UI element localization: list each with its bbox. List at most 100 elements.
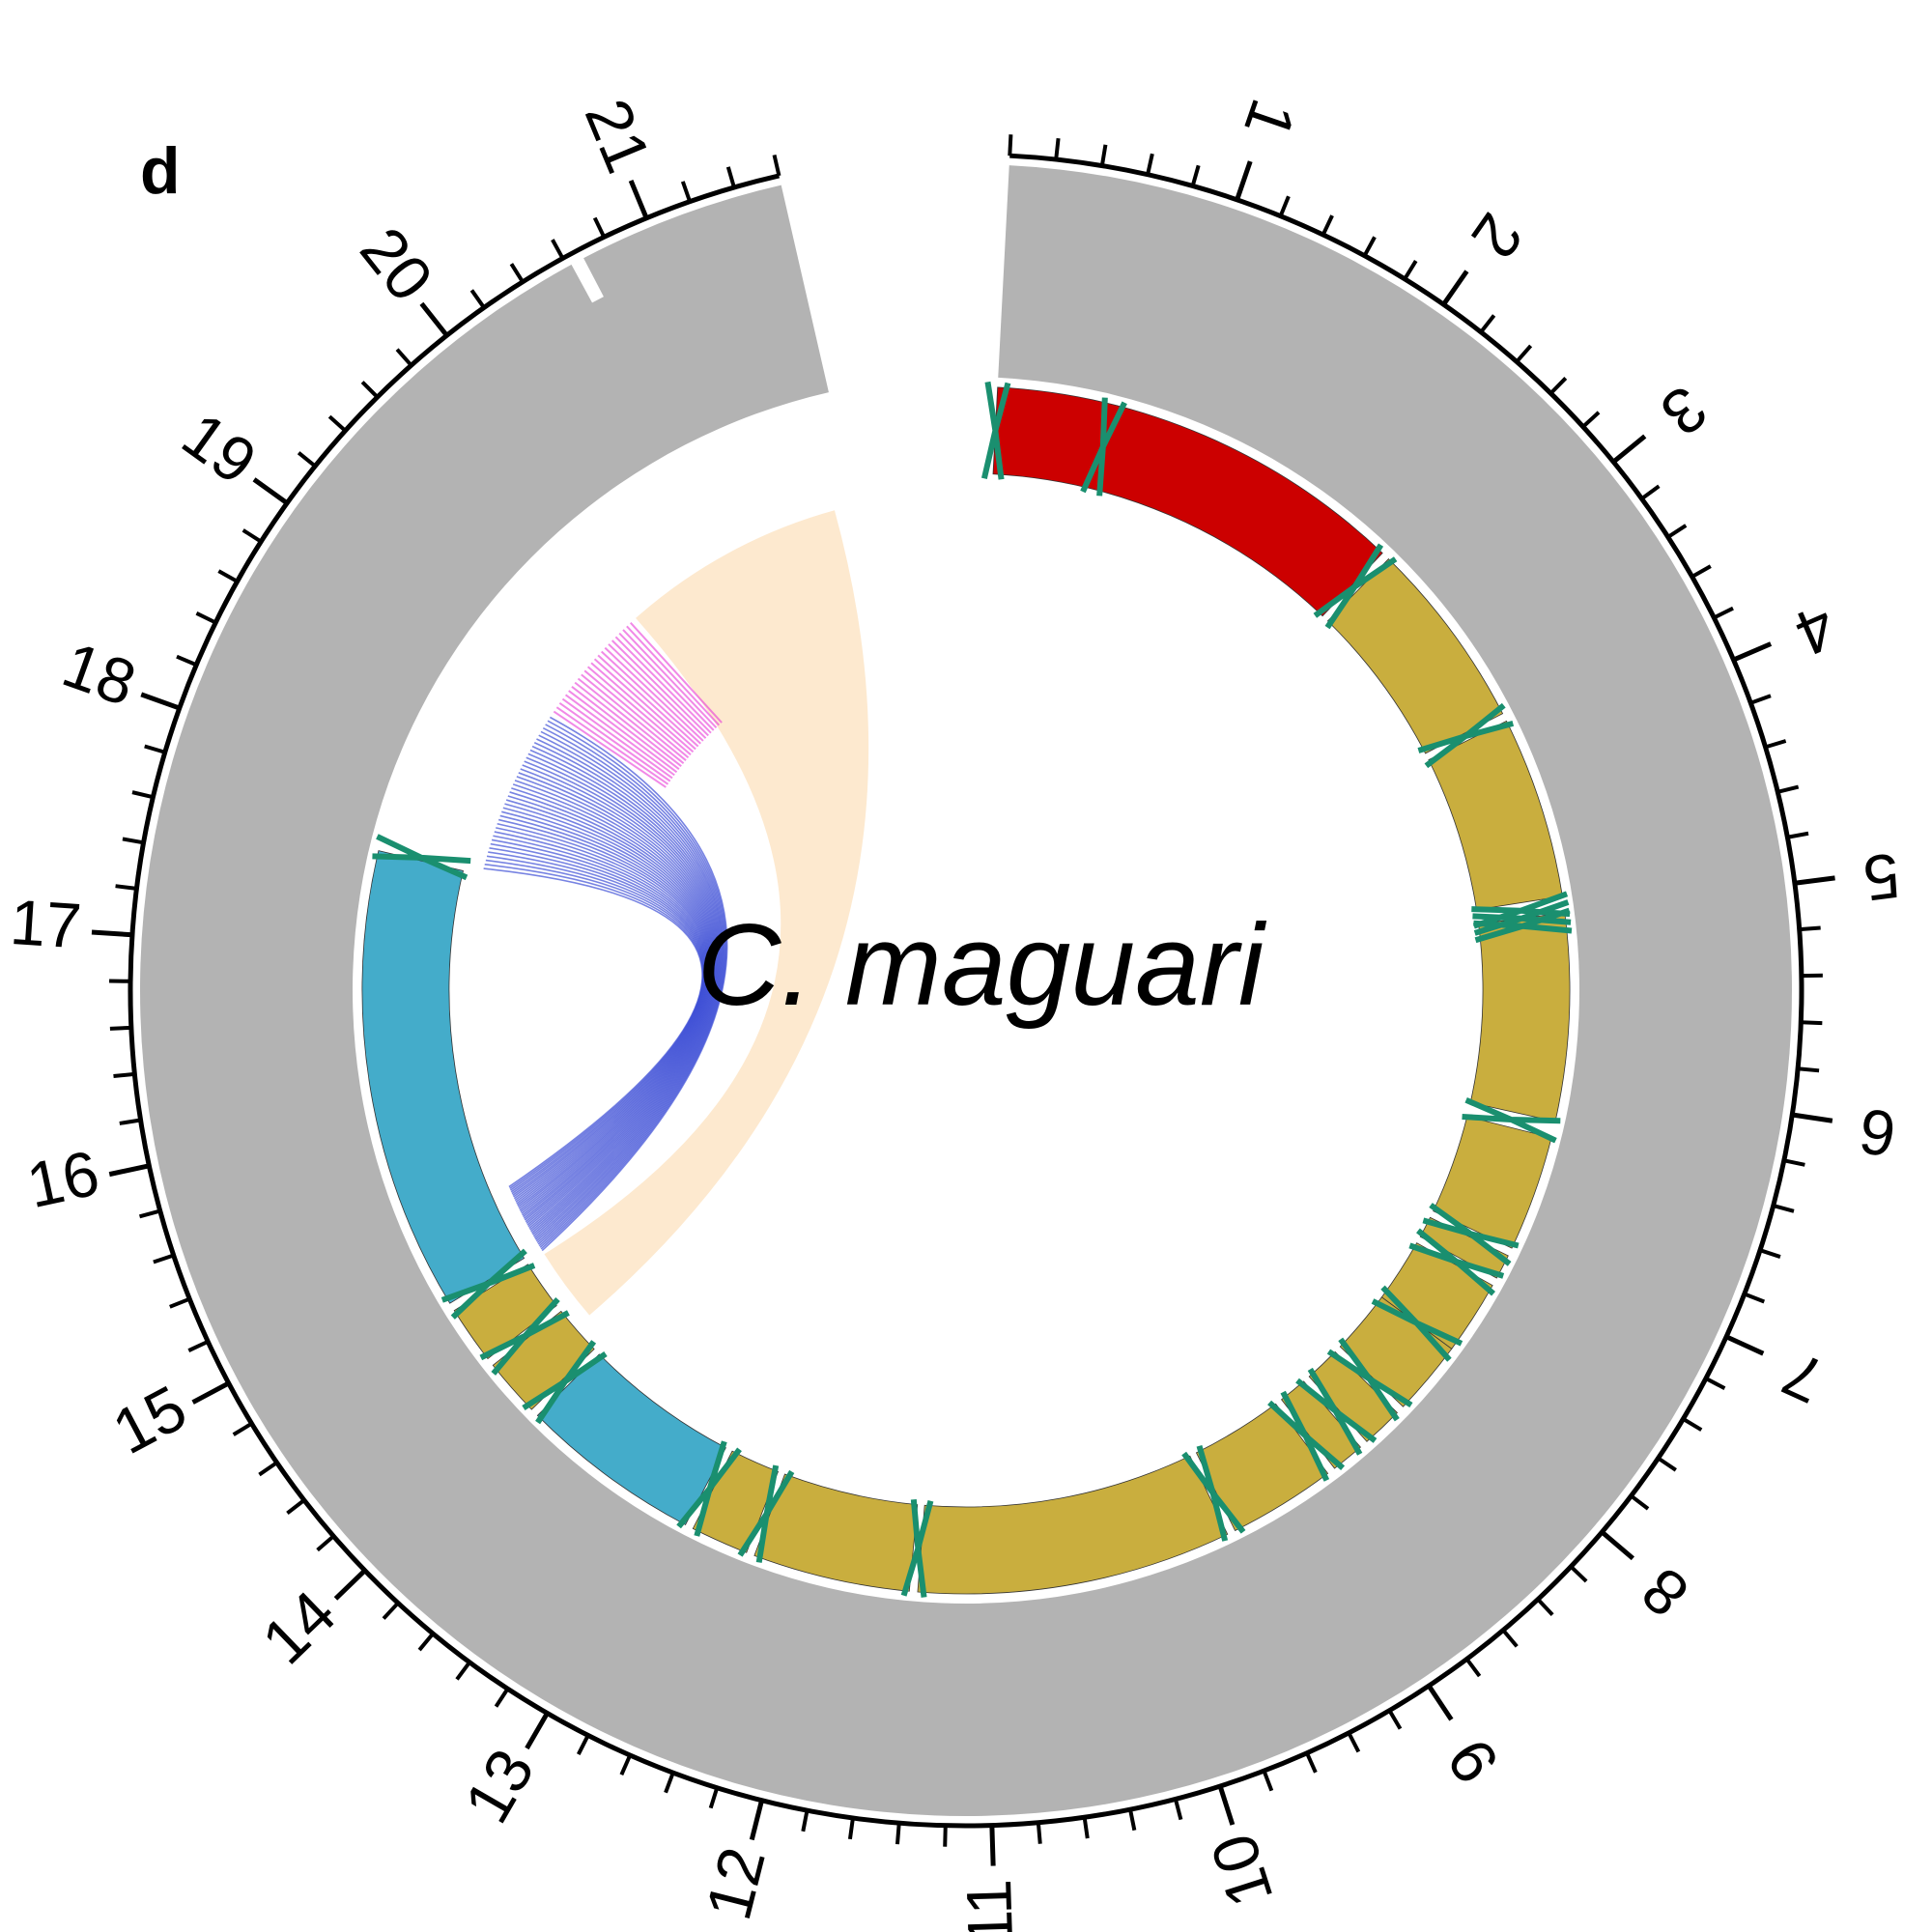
- major-tick: [91, 929, 133, 938]
- tick-label: 15: [101, 1371, 198, 1467]
- minor-tick: [115, 884, 137, 891]
- trna-marker: [1181, 1444, 1246, 1542]
- tick-label: 11: [952, 1878, 1026, 1932]
- tick-label: 5: [1860, 839, 1904, 915]
- panel-letter: d: [140, 134, 181, 208]
- gene-block: [1433, 1116, 1552, 1249]
- trna-marker: [1313, 543, 1398, 630]
- pink-link: [574, 681, 682, 767]
- minor-tick: [138, 1208, 161, 1219]
- pink-link: [555, 706, 669, 785]
- tick-label: 21: [572, 89, 665, 182]
- synteny-peach-ribbon: [544, 510, 869, 1316]
- minor-tick: [1759, 1248, 1781, 1259]
- tick-label: 6: [1855, 1095, 1900, 1172]
- trna-marker: [479, 1297, 570, 1376]
- pink-link: [586, 666, 692, 756]
- minor-tick: [242, 528, 263, 544]
- minor-tick: [943, 1825, 948, 1847]
- synteny-link: [537, 730, 724, 1245]
- minor-tick: [1630, 1493, 1650, 1511]
- minor-tick: [1682, 1417, 1703, 1432]
- pink-link: [611, 639, 709, 737]
- minor-tick: [1479, 314, 1496, 334]
- minor-tick: [109, 1025, 131, 1031]
- gene-block: [1469, 912, 1571, 1122]
- minor-tick: [1581, 411, 1601, 429]
- tick-label: 1: [1231, 91, 1310, 148]
- minor-tick: [395, 348, 413, 367]
- minor-tick: [1666, 524, 1688, 539]
- tick-label: 19: [170, 398, 270, 497]
- minor-tick: [455, 1661, 471, 1681]
- minor-tick: [1536, 1598, 1554, 1617]
- tick-label: 12: [692, 1840, 779, 1926]
- pink-link: [626, 625, 721, 726]
- major-tick: [252, 477, 289, 505]
- minor-tick: [1036, 1822, 1042, 1844]
- synteny-link: [533, 742, 723, 1240]
- minor-tick: [664, 1772, 675, 1794]
- trna-marker: [1295, 1367, 1378, 1456]
- minor-tick: [1690, 564, 1712, 579]
- minor-tick: [469, 289, 486, 309]
- synteny-link: [536, 734, 724, 1244]
- pink-link: [581, 673, 687, 761]
- minor-tick: [1464, 1658, 1482, 1678]
- pink-link: [597, 654, 699, 748]
- minor-tick: [1773, 1204, 1795, 1213]
- major-tick: [1600, 1530, 1634, 1561]
- minor-tick: [1797, 1066, 1820, 1073]
- trna-marker: [440, 1248, 536, 1320]
- pink-link: [577, 677, 685, 764]
- gene-block: [1428, 720, 1563, 911]
- synteny-link: [539, 724, 726, 1248]
- minor-tick: [1640, 484, 1661, 500]
- trna-marker: [522, 1340, 608, 1425]
- minor-tick: [113, 1071, 135, 1079]
- trna-marker: [1422, 1203, 1520, 1266]
- gene-block: [536, 1353, 726, 1525]
- pink-link: [590, 662, 695, 753]
- minor-tick: [1657, 1456, 1677, 1472]
- pink-link: [622, 629, 718, 729]
- minor-tick: [576, 1734, 590, 1755]
- minor-tick: [360, 381, 380, 399]
- minor-tick: [1278, 195, 1291, 217]
- minor-tick: [1799, 925, 1821, 932]
- depth-track: [139, 165, 1792, 1816]
- synteny-link: [540, 720, 727, 1250]
- minor-tick: [1054, 137, 1061, 160]
- major-tick: [1794, 875, 1835, 886]
- minor-tick: [119, 1118, 141, 1125]
- minor-tick: [1515, 344, 1533, 363]
- minor-tick: [1321, 214, 1334, 236]
- major-tick: [1725, 1334, 1765, 1356]
- major-tick: [628, 180, 649, 219]
- pink-link: [561, 697, 673, 780]
- major-tick: [525, 1712, 550, 1750]
- minor-tick: [297, 451, 317, 469]
- pink-link: [564, 694, 675, 777]
- minor-tick: [232, 1422, 253, 1436]
- minor-tick: [509, 263, 525, 283]
- synteny-link: [529, 749, 721, 1237]
- minor-tick: [1362, 236, 1377, 257]
- trna-marker: [1417, 702, 1515, 769]
- trna-marker: [372, 834, 471, 881]
- peach-ribbon: [544, 510, 869, 1316]
- minor-tick: [1262, 1770, 1274, 1792]
- pink-link: [604, 646, 704, 742]
- major-tick: [1732, 641, 1773, 663]
- pink-link: [608, 643, 707, 739]
- minor-tick: [847, 1817, 855, 1840]
- depth-dip: [569, 253, 604, 303]
- minor-tick: [122, 837, 144, 845]
- minor-tick: [619, 1754, 633, 1776]
- minor-tick: [1501, 1629, 1519, 1648]
- tick-label: 2: [1459, 201, 1538, 270]
- axis-line: [128, 153, 1804, 1829]
- major-tick: [140, 692, 181, 711]
- major-tick: [191, 1380, 230, 1405]
- major-tick: [749, 1800, 764, 1841]
